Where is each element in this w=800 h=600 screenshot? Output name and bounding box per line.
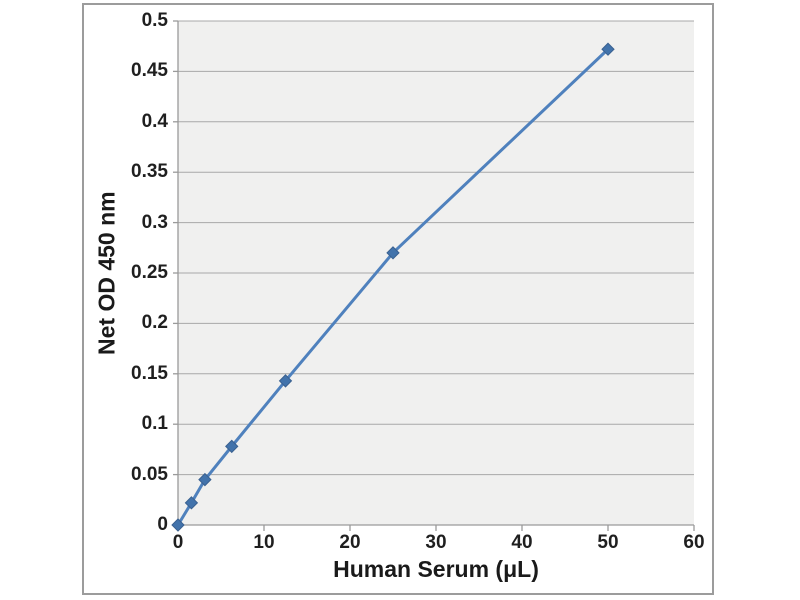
- y-tick-label: 0.3: [141, 211, 168, 233]
- y-tick-label: 0.05: [131, 463, 168, 485]
- y-tick-label: 0.5: [141, 10, 168, 31]
- data-point-marker: [278, 374, 293, 388]
- y-tick-label: 0.35: [131, 161, 168, 183]
- x-tick-label: 50: [597, 532, 619, 553]
- plot-area: [171, 20, 695, 532]
- y-tick-label: 0: [157, 514, 168, 535]
- y-tick-label: 0.4: [141, 110, 168, 132]
- x-tick-label: 40: [511, 532, 533, 553]
- x-tick-label: 30: [425, 532, 447, 553]
- y-tick-label: 0.15: [131, 362, 168, 384]
- data-point-marker: [198, 472, 212, 487]
- data-point-marker: [171, 518, 185, 532]
- x-tick-label: 20: [339, 532, 361, 553]
- y-tick-label: 0.45: [131, 60, 168, 82]
- y-tick-label: 0.2: [141, 312, 168, 334]
- x-tick-label: 0: [172, 532, 184, 553]
- data-point-marker: [225, 439, 239, 454]
- chart-frame: 0 0.05 0.1 0.15 0.2 0.25 0.3 0.35 0.4 0.45 0.5 0 10…: [82, 3, 714, 595]
- x-axis-title: Human Serum (μL): [333, 556, 539, 582]
- data-point-marker: [601, 42, 615, 56]
- data-point-marker: [184, 496, 199, 510]
- y-tick-label: 0.25: [131, 262, 168, 283]
- y-tick-label: 0.1: [141, 413, 168, 435]
- x-tick-label: 10: [253, 532, 275, 553]
- y-axis-title: Net OD 450 nm: [93, 191, 120, 355]
- x-tick-label: 60: [683, 532, 705, 553]
- data-point-marker: [386, 246, 400, 260]
